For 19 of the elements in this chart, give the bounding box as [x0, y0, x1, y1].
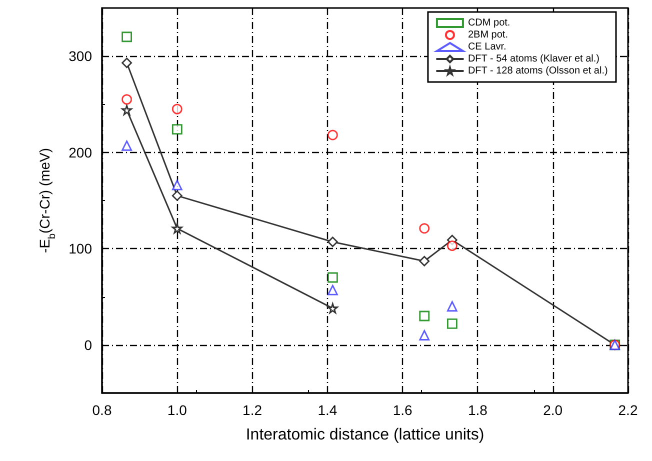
x-tick-label: 1.2 — [242, 402, 262, 418]
x-tick-label: 1.0 — [167, 402, 188, 418]
x-tick-label: 2.0 — [543, 402, 563, 418]
legend-label: 2BM pot. — [468, 30, 508, 40]
x-tick-label: 1.8 — [468, 402, 488, 418]
x-tick-label: 1.4 — [318, 402, 338, 418]
x-tick-label: 1.6 — [392, 402, 413, 418]
x-tick-label: 0.8 — [92, 402, 112, 418]
legend-label: CE Lavr. — [468, 42, 506, 52]
legend-label: DFT - 54 atoms (Klaver et al.) — [468, 54, 600, 64]
x-axis-title: Interatomic distance (lattice units) — [246, 426, 484, 444]
x-tick-label: 2.2 — [618, 402, 638, 418]
y-tick-label: 100 — [68, 240, 92, 257]
y-tick-label: 300 — [68, 48, 92, 64]
y-tick-label: 200 — [68, 144, 92, 160]
y-axis-title: -Eb(Cr-Cr) (meV) — [36, 148, 58, 254]
legend-label: CDM pot. — [468, 18, 510, 28]
legend-label: DFT - 128 atoms (Olsson et al.) — [468, 66, 608, 76]
y-tick-label: 0 — [84, 336, 92, 353]
